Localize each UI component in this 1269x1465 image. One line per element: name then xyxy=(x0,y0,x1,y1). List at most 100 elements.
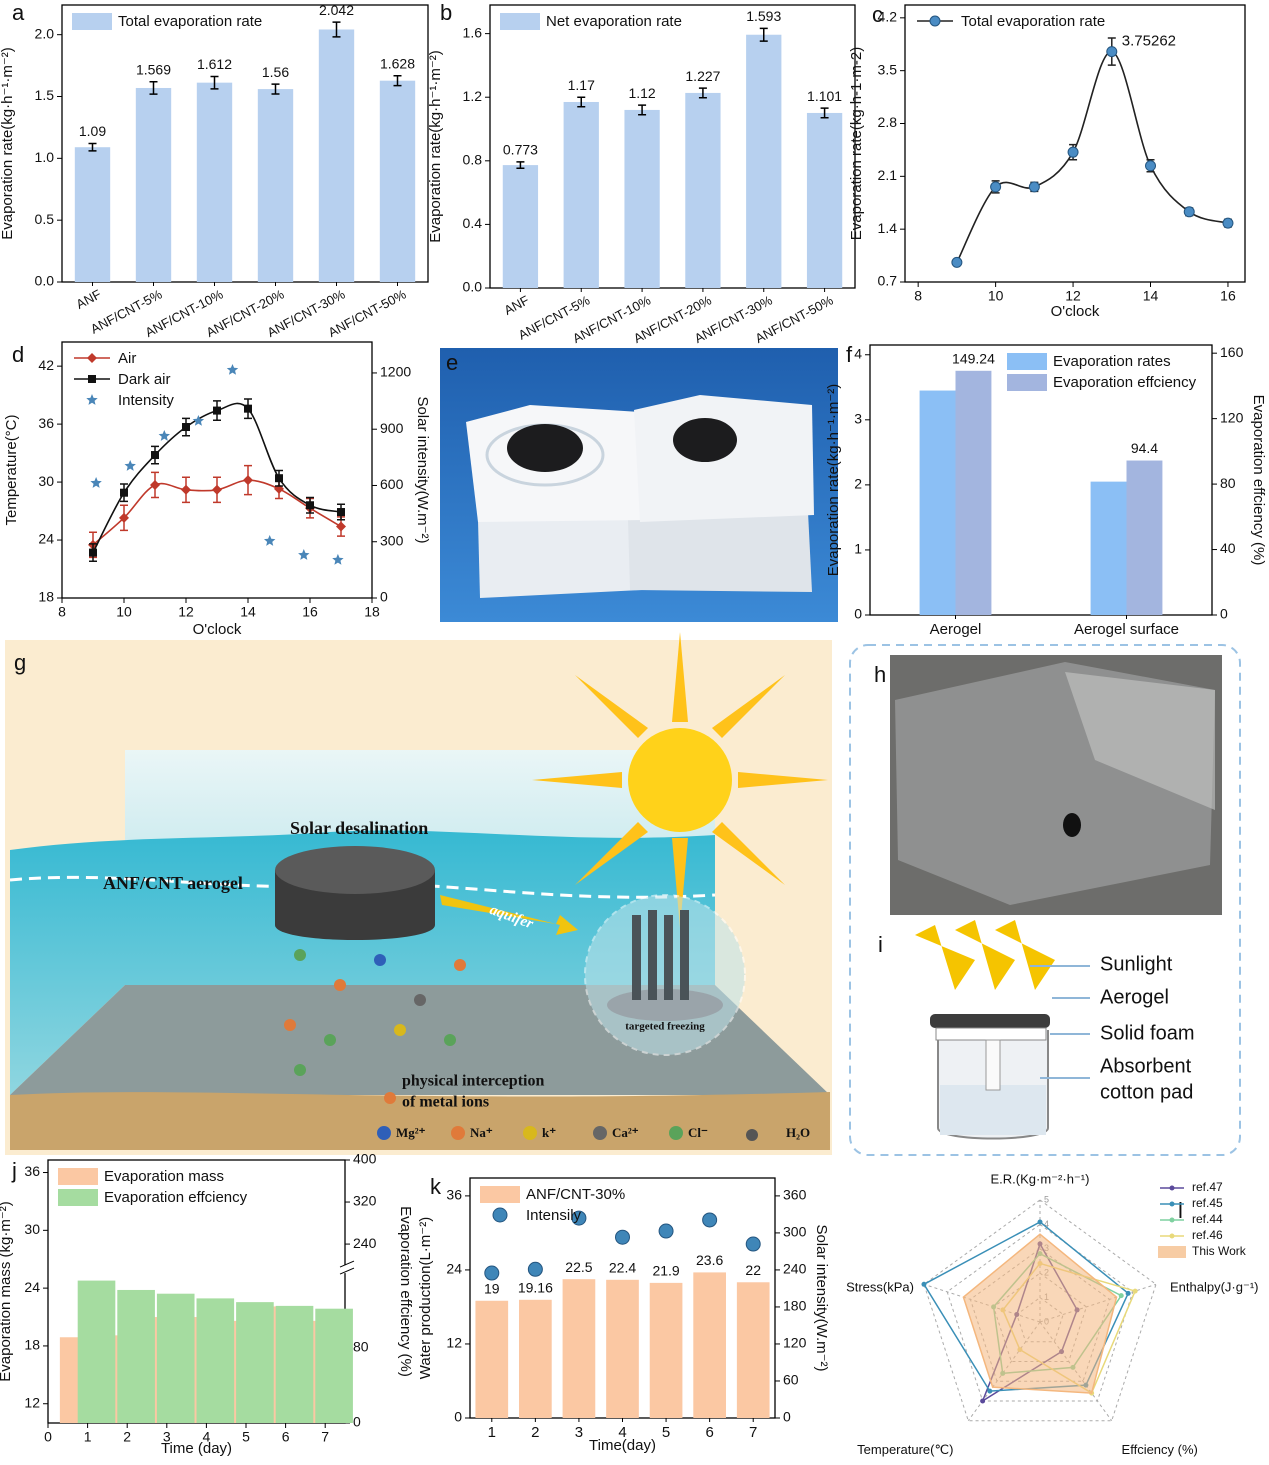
y2-tick-label: 40 xyxy=(1220,540,1236,556)
legend-swatch xyxy=(1169,1185,1175,1191)
point xyxy=(244,404,252,413)
panel-letter: k xyxy=(430,1174,442,1199)
bar xyxy=(156,1293,195,1423)
y-axis-label: Water production(L·m⁻²) xyxy=(417,1217,434,1379)
y-tick-label: 0.7 xyxy=(878,273,898,289)
label: physical interception xyxy=(402,1073,544,1090)
ion-label: Na⁺ xyxy=(470,1125,493,1140)
bar xyxy=(685,92,721,289)
axis-break xyxy=(339,1267,355,1275)
y2-tick-label: 0 xyxy=(1220,606,1228,622)
point xyxy=(213,406,221,415)
y-tick-label: 18 xyxy=(24,1337,40,1353)
point xyxy=(192,414,205,426)
y2-axis-label: Solar intensity(W.m⁻²) xyxy=(414,396,431,543)
point xyxy=(332,553,344,565)
radar-axis-label: Temperature(℃) xyxy=(857,1442,953,1457)
x-axis-label: O'clock xyxy=(193,621,242,638)
panel-letter: f xyxy=(846,342,853,367)
x-axis-label: O'clock xyxy=(1051,303,1100,320)
data-label: 2.042 xyxy=(319,2,354,18)
point xyxy=(124,459,136,471)
data-label: 3.75262 xyxy=(1122,33,1176,50)
legend-label: Intensity xyxy=(118,392,174,409)
x-tick-label: 16 xyxy=(302,604,318,620)
y2-tick-label: 300 xyxy=(783,1224,807,1240)
panel-letter: b xyxy=(440,0,452,25)
data-label: 1.628 xyxy=(380,55,415,71)
y-tick-label: 3 xyxy=(854,411,862,427)
y2-tick-label: 240 xyxy=(783,1261,807,1277)
x-tick-label: 5 xyxy=(242,1429,250,1445)
x-tick-label: 2 xyxy=(123,1429,131,1445)
point xyxy=(571,1210,587,1226)
panel-letter: d xyxy=(12,342,24,367)
data-label: 1.12 xyxy=(628,85,655,101)
x-axis-label: Time(day) xyxy=(589,1437,656,1454)
radar-point xyxy=(1125,1290,1131,1296)
radar-axis-label: Effciency (%) xyxy=(1122,1442,1198,1457)
legend-label: Intensily xyxy=(526,1207,582,1224)
y-tick-label: 30 xyxy=(38,473,54,489)
legend-swatch xyxy=(1169,1201,1175,1207)
legend-label: ref.45 xyxy=(1192,1196,1223,1210)
plot-frame xyxy=(61,4,429,283)
y-tick-label: 0.0 xyxy=(463,279,483,295)
point xyxy=(1067,146,1079,158)
point xyxy=(89,548,97,557)
x-tick-label: 4 xyxy=(618,1424,626,1441)
data-label: 1.101 xyxy=(807,88,842,104)
legend-swatch xyxy=(480,1186,520,1203)
y-axis-label: Evaporation mass (kg·m⁻²) xyxy=(0,1201,14,1381)
label: of metal ions xyxy=(402,1094,489,1111)
bar xyxy=(624,109,660,288)
panel-letter: j xyxy=(11,1158,17,1183)
y2-axis-label: Evaporation effciency (%) xyxy=(397,1206,414,1377)
bar xyxy=(77,1280,116,1423)
point xyxy=(226,363,239,375)
panel-letter: l xyxy=(1178,1198,1183,1223)
legend-swatch xyxy=(86,394,98,405)
x-tick-label: 14 xyxy=(1143,288,1159,304)
y-tick-label: 36 xyxy=(24,1163,40,1179)
y-axis-label: Temperature(°C) xyxy=(3,414,20,525)
axis-break xyxy=(341,1265,355,1274)
photo-h: h xyxy=(874,655,1222,915)
point xyxy=(702,1212,718,1228)
bar xyxy=(693,1272,726,1418)
panel-letter: a xyxy=(12,0,25,25)
bar xyxy=(746,34,782,289)
data-label: 1.612 xyxy=(197,56,232,72)
point xyxy=(1028,181,1040,193)
point xyxy=(527,1261,543,1277)
ion-label: k⁺ xyxy=(542,1125,556,1140)
data-label: 1.09 xyxy=(79,123,106,139)
y-tick-label: 24 xyxy=(24,1279,40,1295)
error-bar xyxy=(698,87,707,99)
bar xyxy=(196,1298,235,1423)
y-tick-label: 1.2 xyxy=(463,88,483,104)
legend-label: Evaporation effciency xyxy=(104,1189,248,1206)
point xyxy=(1145,160,1157,172)
label: cotton pad xyxy=(1100,1081,1193,1103)
data-label: 22.4 xyxy=(609,1260,636,1276)
x-axis-label: Time (day) xyxy=(161,1440,232,1457)
label: Solid foam xyxy=(1100,1022,1195,1044)
panel-letter: h xyxy=(874,662,886,687)
y2-tick-label: 0 xyxy=(380,589,388,605)
legend-label: Dark air xyxy=(118,371,171,388)
data-label: 21.9 xyxy=(652,1263,679,1279)
x-tick-label: Aerogel xyxy=(930,621,982,638)
photo-e: e xyxy=(440,348,838,622)
bar xyxy=(955,370,992,615)
x-tick-label: ANF xyxy=(501,292,531,317)
y2-tick-label: 900 xyxy=(380,420,404,436)
x-tick-label: 10 xyxy=(116,604,132,620)
data-label: 1.17 xyxy=(568,77,595,93)
y-tick-label: 1.5 xyxy=(35,87,55,103)
point xyxy=(90,477,102,488)
y-tick-label: 2 xyxy=(854,476,862,492)
x-tick-label: 8 xyxy=(58,604,66,620)
y-tick-label: 0 xyxy=(454,1409,462,1425)
diagram-i: Sunlight Aerogel Solid foam Absorbent co… xyxy=(878,920,1195,1140)
